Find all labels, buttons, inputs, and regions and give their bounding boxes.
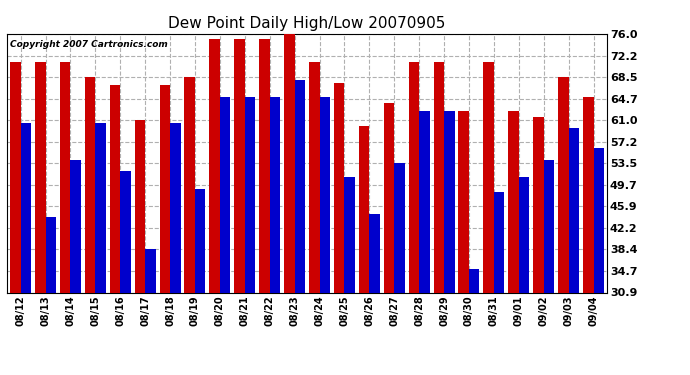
Bar [544, 160, 554, 292]
Bar [359, 126, 369, 292]
Bar [469, 269, 480, 292]
Bar [458, 111, 469, 292]
Bar [110, 86, 120, 292]
Bar [60, 62, 70, 292]
Bar [259, 39, 270, 292]
Bar [494, 192, 504, 292]
Bar [444, 111, 455, 292]
Bar [309, 62, 319, 292]
Bar [394, 163, 405, 292]
Bar [35, 62, 46, 292]
Bar [209, 39, 220, 292]
Bar [235, 39, 245, 292]
Bar [583, 97, 593, 292]
Bar [85, 77, 95, 292]
Bar [184, 77, 195, 292]
Bar [245, 97, 255, 292]
Bar [558, 77, 569, 292]
Bar [369, 214, 380, 292]
Bar [484, 62, 494, 292]
Bar [384, 103, 394, 292]
Bar [334, 82, 344, 292]
Bar [509, 111, 519, 292]
Bar [593, 148, 604, 292]
Bar [95, 123, 106, 292]
Bar [145, 249, 156, 292]
Bar [270, 97, 280, 292]
Title: Dew Point Daily High/Low 20070905: Dew Point Daily High/Low 20070905 [168, 16, 446, 31]
Bar [70, 160, 81, 292]
Bar [419, 111, 430, 292]
Bar [319, 97, 330, 292]
Bar [295, 80, 305, 292]
Bar [220, 97, 230, 292]
Bar [408, 62, 419, 292]
Bar [195, 189, 206, 292]
Bar [433, 62, 444, 292]
Bar [519, 177, 529, 292]
Bar [344, 177, 355, 292]
Bar [569, 128, 579, 292]
Bar [135, 120, 145, 292]
Bar [159, 86, 170, 292]
Bar [170, 123, 181, 292]
Bar [10, 62, 21, 292]
Bar [284, 34, 295, 292]
Bar [21, 123, 31, 292]
Bar [120, 171, 130, 292]
Text: Copyright 2007 Cartronics.com: Copyright 2007 Cartronics.com [10, 40, 168, 49]
Bar [533, 117, 544, 292]
Bar [46, 217, 56, 292]
